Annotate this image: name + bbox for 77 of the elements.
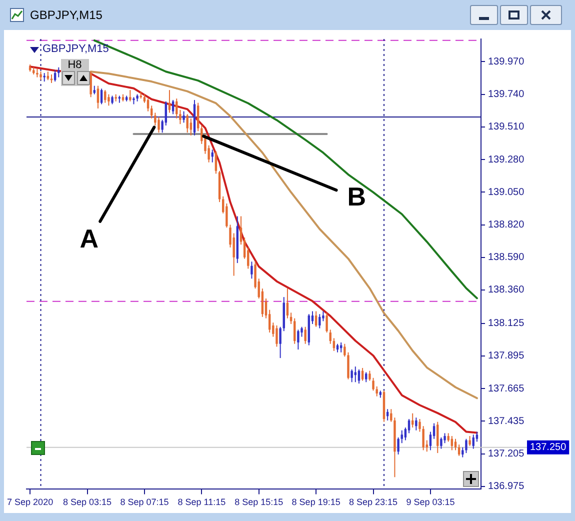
x-tick-label: 8 Sep 23:15: [348, 497, 398, 508]
candlestick: [179, 109, 182, 125]
chart-title: GBPJPY,M15: [42, 43, 109, 55]
candlestick: [58, 66, 60, 78]
candlestick: [476, 431, 478, 442]
candlestick: [472, 434, 474, 450]
x-tick-label: 7 Sep 2020: [7, 497, 54, 508]
x-tick-label: 8 Sep 07:15: [120, 497, 169, 508]
candlestick: [196, 102, 200, 132]
candlestick: [276, 324, 278, 348]
candlestick: [322, 310, 324, 322]
candlestick: [354, 366, 356, 383]
x-tick-label: 8 Sep 19:15: [292, 497, 340, 508]
candlestick: [250, 261, 253, 280]
candlestick: [100, 88, 103, 105]
candlestick: [172, 99, 174, 115]
candlestick: [158, 116, 160, 134]
candlestick: [465, 438, 468, 454]
y-tick-label: 139.050: [488, 186, 525, 198]
candlestick: [129, 90, 132, 102]
y-tick-label: 139.510: [488, 122, 525, 133]
y-tick-label: 139.740: [488, 89, 525, 100]
candlestick: [318, 314, 321, 329]
candlestick: [297, 329, 300, 350]
y-tick-label: 138.590: [488, 252, 525, 264]
annotation: H8: [66, 59, 83, 71]
candlestick: [368, 370, 371, 382]
candlestick: [294, 318, 296, 344]
candlestick: [350, 368, 353, 383]
x-tick-label: 8 Sep 03:15: [62, 497, 112, 508]
y-tick-label: 138.360: [488, 284, 525, 296]
x-tick-label: 9 Sep 03:15: [406, 497, 455, 508]
ref-line-label: 137.250: [530, 442, 567, 454]
candlestick: [361, 367, 364, 382]
chart-title: GBPJPY,M15: [30, 8, 102, 22]
y-tick-label: 138.820: [488, 220, 525, 230]
candlestick: [146, 98, 150, 112]
candlestick: [400, 430, 403, 444]
x-tick-label: 8 Sep 11:15: [178, 497, 226, 508]
candlestick: [444, 432, 446, 444]
candlestick: [372, 377, 374, 392]
y-tick-label: 137.895: [488, 350, 525, 362]
y-tick-label: 139.970: [488, 56, 525, 68]
candlestick: [182, 110, 185, 124]
y-tick-label: 139.280: [488, 154, 525, 166]
candlestick: [422, 426, 424, 451]
candlestick: [454, 438, 457, 451]
y-tick-label: 136.975: [488, 481, 525, 492]
candlestick: [415, 417, 418, 431]
candlestick: [104, 90, 106, 104]
candlestick: [286, 288, 289, 319]
candlestick: [408, 418, 410, 434]
candlestick: [90, 71, 92, 98]
candlestick: [440, 436, 442, 450]
candlestick: [214, 150, 218, 174]
annotation: A: [80, 224, 99, 254]
candlestick: [96, 85, 100, 109]
y-tick-label: 137.665: [488, 383, 525, 394]
candlestick: [365, 372, 368, 383]
candlestick: [436, 421, 439, 454]
candlestick: [468, 436, 471, 446]
candlestick: [314, 310, 318, 328]
candlestick: [397, 436, 400, 455]
candlestick: [154, 112, 156, 126]
y-tick-label: 138.125: [488, 318, 525, 330]
annotation: B: [347, 182, 366, 212]
candlestick: [304, 326, 306, 344]
candlestick: [108, 94, 110, 106]
x-tick-label: 8 Sep 15:15: [234, 497, 284, 508]
candlestick: [279, 326, 282, 359]
y-tick-label: 137.435: [488, 416, 525, 427]
candlestick: [186, 114, 188, 134]
y-tick-label: 137.205: [488, 448, 525, 460]
candlestick: [226, 202, 228, 228]
candlestick: [326, 312, 328, 334]
candlestick: [329, 329, 332, 344]
candlestick: [418, 418, 421, 432]
